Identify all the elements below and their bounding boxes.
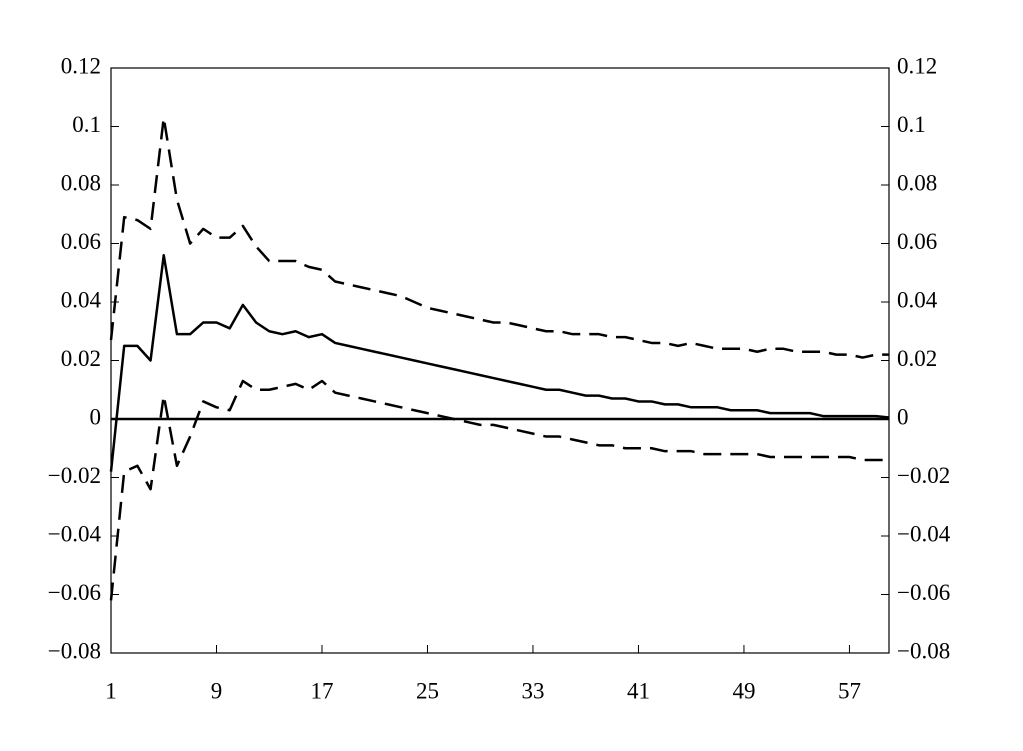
y-tick-label: −0.06 bbox=[48, 580, 101, 605]
band-line bbox=[109, 116, 889, 359]
y-tick-label: −0.02 bbox=[48, 463, 101, 488]
y2-tick-label: 0.08 bbox=[897, 170, 937, 195]
y2-tick-label: 0 bbox=[897, 404, 909, 429]
y2-tick-label: 0.12 bbox=[897, 53, 937, 78]
x-tick-label: 57 bbox=[838, 678, 861, 703]
y2-tick-label: 0.02 bbox=[897, 346, 937, 371]
plot-frame bbox=[110, 67, 890, 654]
y2-tick-label: 0.06 bbox=[897, 229, 937, 254]
band-line bbox=[109, 379, 889, 601]
y-tick-label: 0.12 bbox=[61, 53, 101, 78]
y-tick-label: −0.04 bbox=[48, 521, 102, 546]
y-tick-label: 0.08 bbox=[61, 170, 101, 195]
y-tick-label: −0.08 bbox=[48, 638, 101, 663]
x-tick-label: 41 bbox=[627, 678, 650, 703]
x-tick-label: 1 bbox=[105, 678, 117, 703]
response-line bbox=[109, 253, 890, 472]
y2-tick-label: 0.1 bbox=[897, 112, 926, 137]
y2-tick-label: −0.02 bbox=[897, 463, 950, 488]
y-tick-label: 0.06 bbox=[61, 229, 101, 254]
y-tick-label: 0.04 bbox=[61, 287, 102, 312]
y2-tick-label: −0.04 bbox=[897, 521, 951, 546]
y2-tick-label: 0.04 bbox=[897, 287, 938, 312]
x-tick-label: 9 bbox=[211, 678, 223, 703]
x-tick-label: 17 bbox=[310, 678, 333, 703]
y-tick-label: 0.1 bbox=[72, 112, 101, 137]
x-tick-label: 33 bbox=[521, 678, 544, 703]
x-tick-label: 49 bbox=[732, 678, 755, 703]
x-tick-label: 25 bbox=[416, 678, 439, 703]
y2-tick-label: −0.06 bbox=[897, 580, 950, 605]
y-tick-label: 0 bbox=[90, 404, 102, 429]
y2-tick-label: −0.08 bbox=[897, 638, 950, 663]
y-tick-label: 0.02 bbox=[61, 346, 101, 371]
